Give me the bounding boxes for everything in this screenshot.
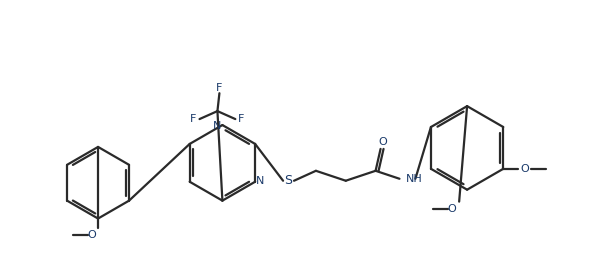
Text: F: F bbox=[216, 83, 223, 93]
Text: F: F bbox=[238, 114, 245, 124]
Text: F: F bbox=[190, 114, 197, 124]
Text: S: S bbox=[284, 174, 292, 187]
Text: O: O bbox=[88, 230, 97, 241]
Text: O: O bbox=[521, 164, 530, 174]
Text: O: O bbox=[448, 204, 457, 214]
Text: O: O bbox=[378, 137, 387, 147]
Text: N: N bbox=[256, 176, 264, 186]
Text: N: N bbox=[213, 121, 221, 131]
Text: NH: NH bbox=[405, 174, 422, 184]
